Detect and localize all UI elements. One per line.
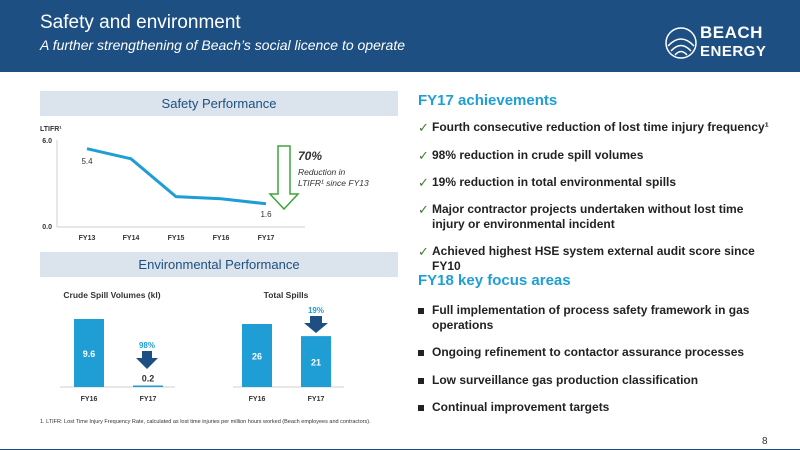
- logo-text-bottom: ENERGY: [700, 43, 767, 60]
- bar-value-label: 9.6: [83, 349, 96, 359]
- focus-item: Full implementation of process safety fr…: [418, 303, 778, 333]
- slide-subtitle: A further strengthening of Beach’s socia…: [40, 37, 405, 53]
- square-bullet-icon: [418, 405, 424, 411]
- achievements-item: ✓ Achieved highest HSE system external au…: [418, 244, 778, 274]
- callout-percent: 70%: [298, 149, 322, 163]
- achievements-item-text: Achieved highest HSE system external aud…: [432, 244, 755, 273]
- crude-down-arrow-icon: [136, 351, 158, 369]
- achievements-item-text: Major contractor projects undertaken wit…: [432, 202, 744, 231]
- achievements-item-text: 98% reduction in crude spill volumes: [432, 148, 644, 162]
- bar-fy17: [301, 336, 331, 387]
- shell-icon: [665, 27, 697, 59]
- slide-title: Safety and environment: [40, 12, 241, 33]
- focus-item: Ongoing refinement to contactor assuranc…: [418, 345, 778, 360]
- beach-energy-logo: BEACH ENERGY: [664, 22, 774, 64]
- crude-reduction-label: 98%: [139, 341, 155, 350]
- page-number: 8: [762, 436, 768, 447]
- achievements-title: FY17 achievements: [418, 92, 558, 109]
- focus-item-text: Low surveillance gas production classifi…: [432, 373, 699, 387]
- x-tick-label: FY15: [168, 235, 185, 242]
- footnote: 1. LTIFR: Lost Time Injury Frequency Rat…: [40, 419, 371, 425]
- y-tick-0: 0.0: [42, 224, 52, 231]
- spills-reduction-label: 19%: [308, 306, 324, 315]
- y-tick-6: 6.0: [42, 138, 52, 145]
- bar-value-label: 21: [311, 358, 321, 368]
- safety-performance-header: Safety Performance: [40, 91, 398, 116]
- square-bullet-icon: [418, 378, 424, 384]
- achievements-item: ✓ Fourth consecutive reduction of lost ti…: [418, 120, 778, 135]
- header-bar: Safety and environment A further strengt…: [0, 0, 800, 72]
- callout-line2: LTIFR¹ since FY13: [298, 178, 369, 188]
- reduction-arrow-icon: [268, 145, 300, 211]
- x-tick-label: FY13: [79, 235, 96, 242]
- checkmark-icon: ✓: [418, 120, 429, 135]
- bar-fy16: [242, 324, 272, 387]
- crude-chart-title: Crude Spill Volumes (kl): [63, 290, 160, 300]
- category-label: FY16: [249, 396, 266, 403]
- environmental-performance-header: Environmental Performance: [40, 252, 398, 277]
- checkmark-icon: ✓: [418, 202, 429, 217]
- spills-down-arrow-icon: [304, 316, 328, 333]
- focus-item-text: Full implementation of process safety fr…: [432, 303, 750, 332]
- focus-title: FY18 key focus areas: [418, 272, 571, 289]
- spills-chart-title: Total Spills: [264, 290, 309, 300]
- bar-value-label: 0.2: [142, 374, 155, 384]
- achievements-item-text: Fourth consecutive reduction of lost tim…: [432, 120, 769, 134]
- bar-value-label: 26: [252, 352, 262, 362]
- data-label-fy17: 1.6: [260, 210, 272, 219]
- checkmark-icon: ✓: [418, 244, 429, 259]
- x-tick-label: FY17: [258, 235, 275, 242]
- ltifr-axis-label: LTIFR¹: [40, 126, 62, 133]
- square-bullet-icon: [418, 308, 424, 314]
- achievements-item: ✓ 98% reduction in crude spill volumes: [418, 148, 778, 163]
- achievements-item: ✓ Major contractor projects undertaken wi…: [418, 202, 778, 232]
- logo-text-top: BEACH: [700, 23, 763, 42]
- category-label: FY16: [81, 396, 98, 403]
- callout-line1: Reduction in: [298, 167, 346, 177]
- category-label: FY17: [308, 396, 325, 403]
- bar-fy17: [133, 385, 163, 387]
- square-bullet-icon: [418, 350, 424, 356]
- focus-item-text: Continual improvement targets: [432, 400, 610, 414]
- x-tick-label: FY14: [123, 235, 140, 242]
- achievements-item-text: 19% reduction in total environmental spi…: [432, 175, 677, 189]
- achievements-item: ✓ 19% reduction in total environmental sp…: [418, 175, 778, 190]
- category-label: FY17: [140, 396, 157, 403]
- checkmark-icon: ✓: [418, 148, 429, 163]
- focus-item-text: Ongoing refinement to contactor assuranc…: [432, 345, 745, 359]
- data-label-fy13: 5.4: [81, 157, 93, 166]
- ltifr-series-line: [86, 147, 267, 206]
- focus-item: Continual improvement targets: [418, 400, 778, 415]
- focus-item: Low surveillance gas production classifi…: [418, 373, 778, 388]
- checkmark-icon: ✓: [418, 175, 429, 190]
- x-tick-label: FY16: [213, 235, 230, 242]
- bar-fy16: [74, 319, 104, 387]
